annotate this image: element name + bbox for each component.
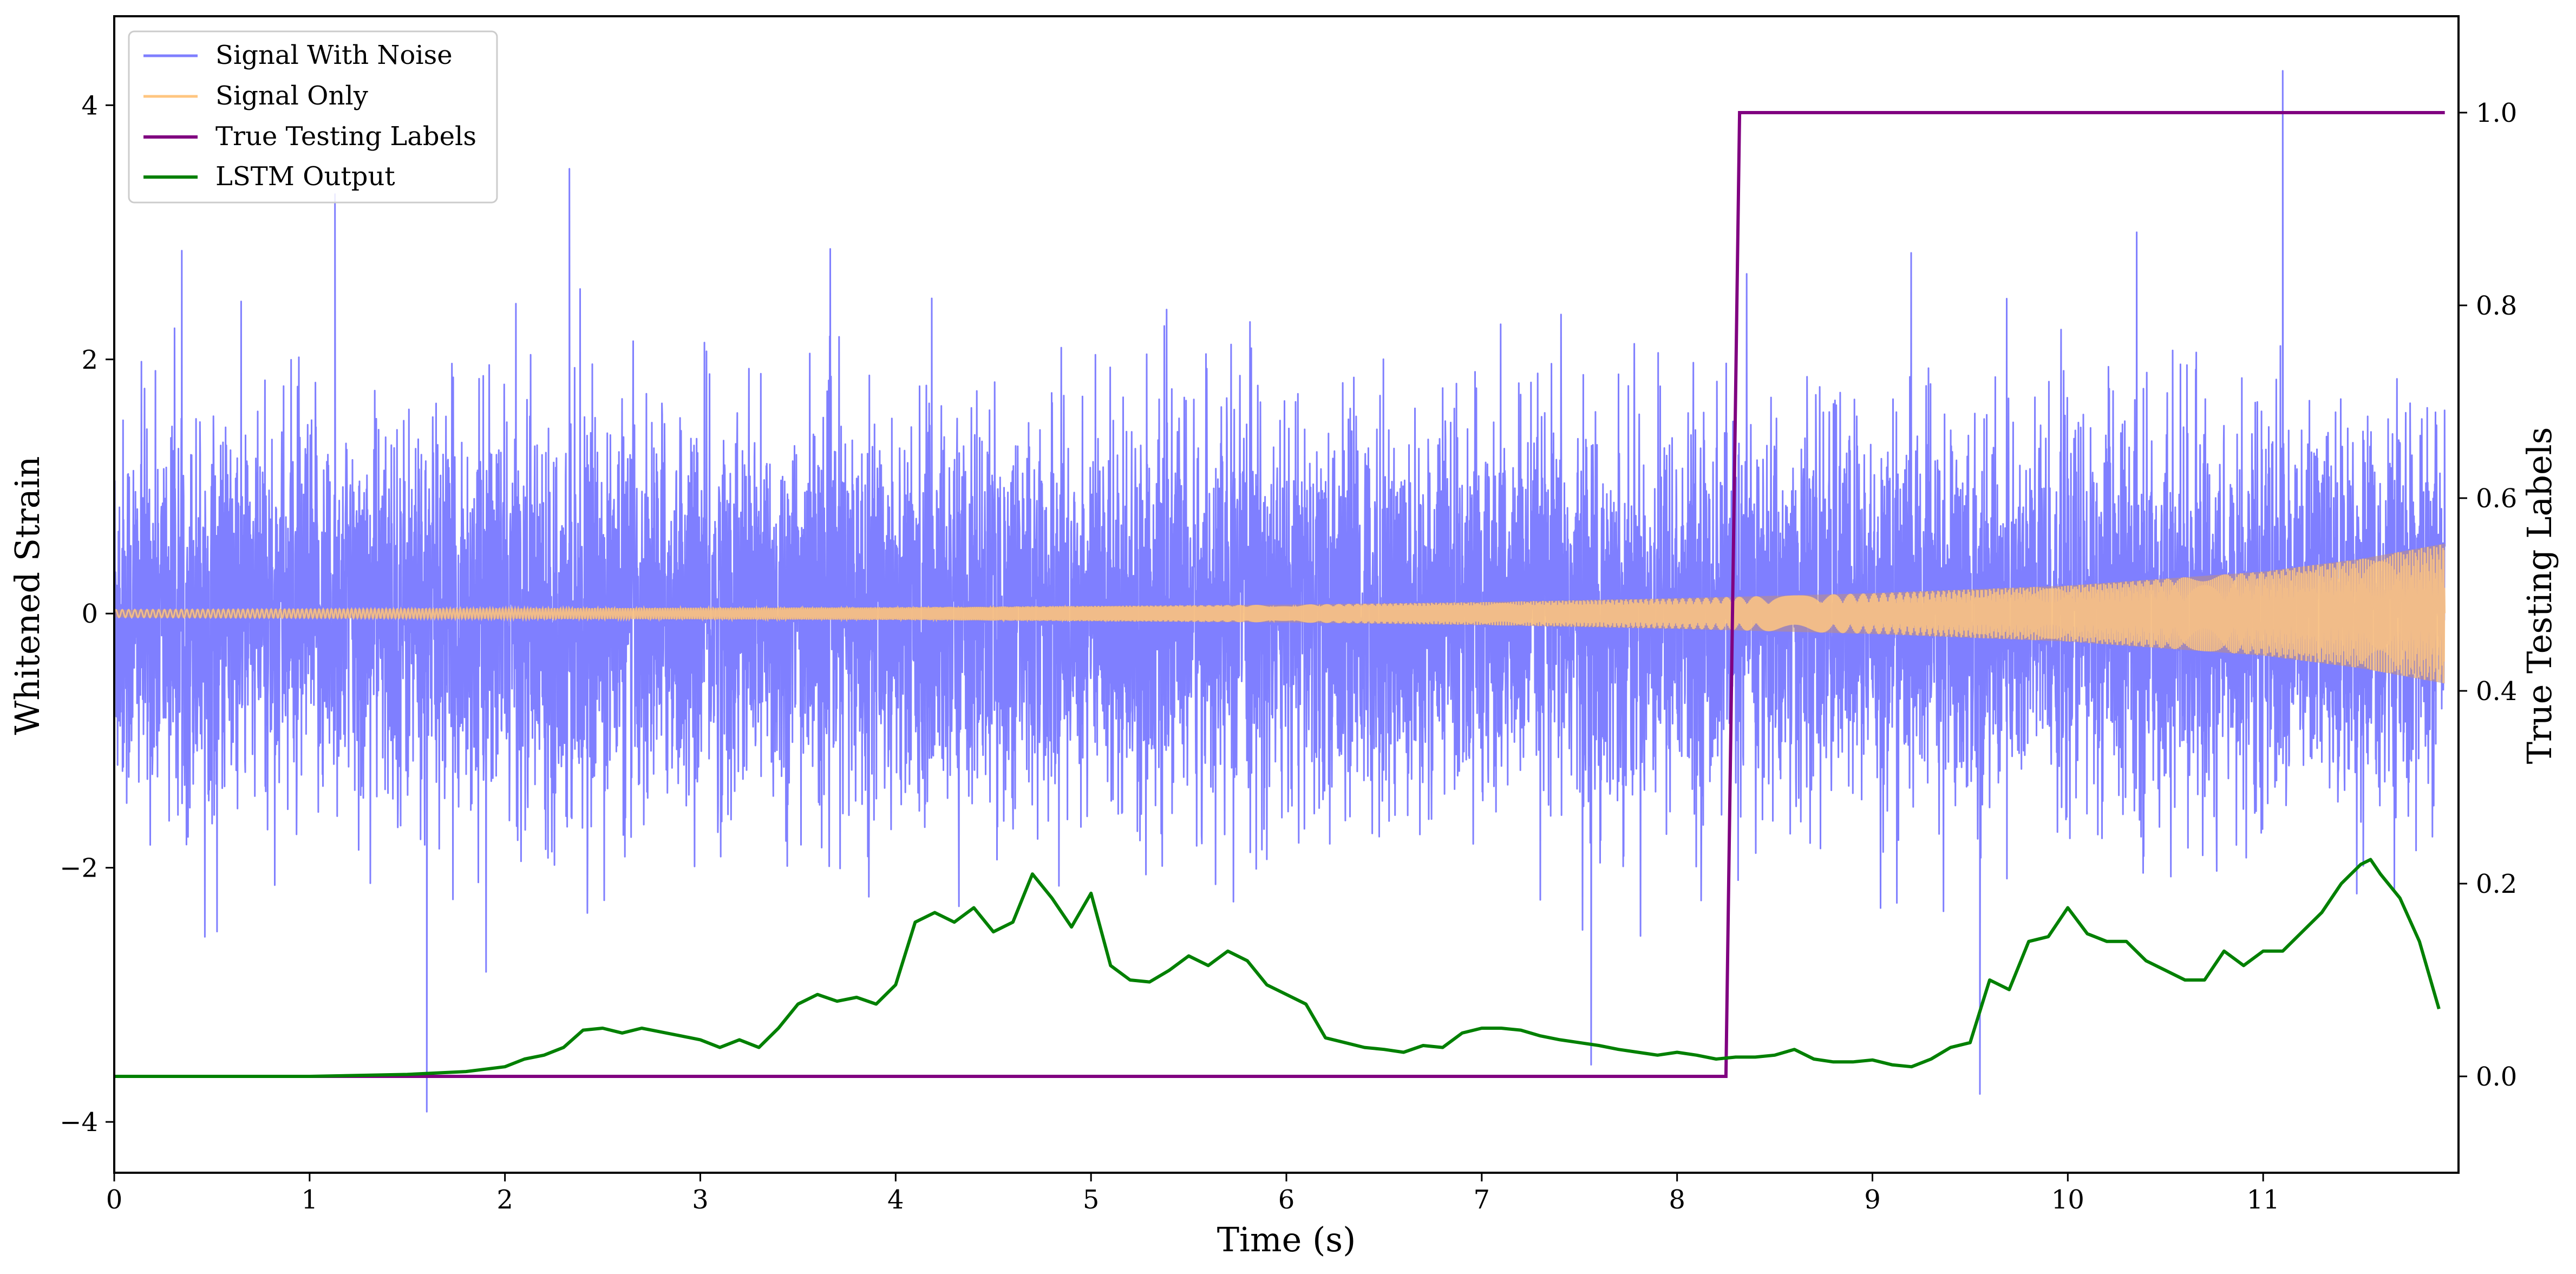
x-tick-label: 6: [1278, 1185, 1295, 1215]
legend-box: [128, 30, 498, 204]
y-axis-label: Whitened Strain: [8, 456, 47, 735]
lstm-output-line: [114, 858, 2441, 1078]
x-tick-label: 10: [2051, 1185, 2084, 1215]
x-tick-label: 9: [1864, 1185, 1881, 1215]
legend-label-lstm-output: LSTM Output: [215, 161, 395, 192]
y-axis-left: −4 −2 0 2 4: [60, 90, 114, 1138]
y-tick-label: 2: [81, 345, 98, 375]
series-true-testing-labels: [114, 111, 2445, 1078]
y-tick-label: −4: [60, 1107, 98, 1138]
y2-tick-label: 0.4: [2476, 676, 2517, 707]
y2-tick-label: 0.8: [2476, 291, 2517, 321]
y2-axis-label: True Testing Labels: [2520, 427, 2559, 765]
x-tick-label: 4: [887, 1185, 904, 1215]
y-tick-label: 0: [81, 599, 98, 629]
legend-label-signal-with-noise: Signal With Noise: [215, 40, 453, 70]
y2-tick-label: 0.0: [2476, 1062, 2517, 1092]
x-tick-label: 1: [302, 1185, 318, 1215]
x-tick-label: 11: [2247, 1185, 2280, 1215]
signal-only-line: [114, 545, 2446, 683]
x-tick-label: 3: [692, 1185, 709, 1215]
y2-tick-label: 0.2: [2476, 869, 2517, 899]
y2-tick-label: 0.6: [2476, 484, 2517, 514]
x-axis-label: Time (s): [1217, 1220, 1356, 1259]
y2-tick-label: 1.0: [2476, 98, 2517, 128]
series-lstm-output: [114, 858, 2441, 1078]
legend-label-true-testing-labels: True Testing Labels: [215, 121, 476, 152]
legend: Signal With Noise Signal Only True Testi…: [128, 30, 498, 204]
y-tick-label: −2: [60, 853, 98, 884]
x-axis: 0 1 2 3 4 5 6 7 8 9 10 11: [106, 1173, 2280, 1215]
x-tick-label: 8: [1669, 1185, 1685, 1215]
series-signal-only: [114, 544, 2446, 684]
x-tick-label: 7: [1474, 1185, 1490, 1215]
true-testing-labels-line: [114, 111, 2445, 1078]
x-tick-label: 5: [1083, 1185, 1100, 1215]
y-axis-right: 0.0 0.2 0.4 0.6 0.8 1.0: [2459, 98, 2517, 1092]
legend-label-signal-only: Signal Only: [215, 81, 368, 111]
x-tick-label: 0: [106, 1185, 123, 1215]
y-tick-label: 4: [81, 90, 98, 121]
x-tick-label: 2: [496, 1185, 513, 1215]
